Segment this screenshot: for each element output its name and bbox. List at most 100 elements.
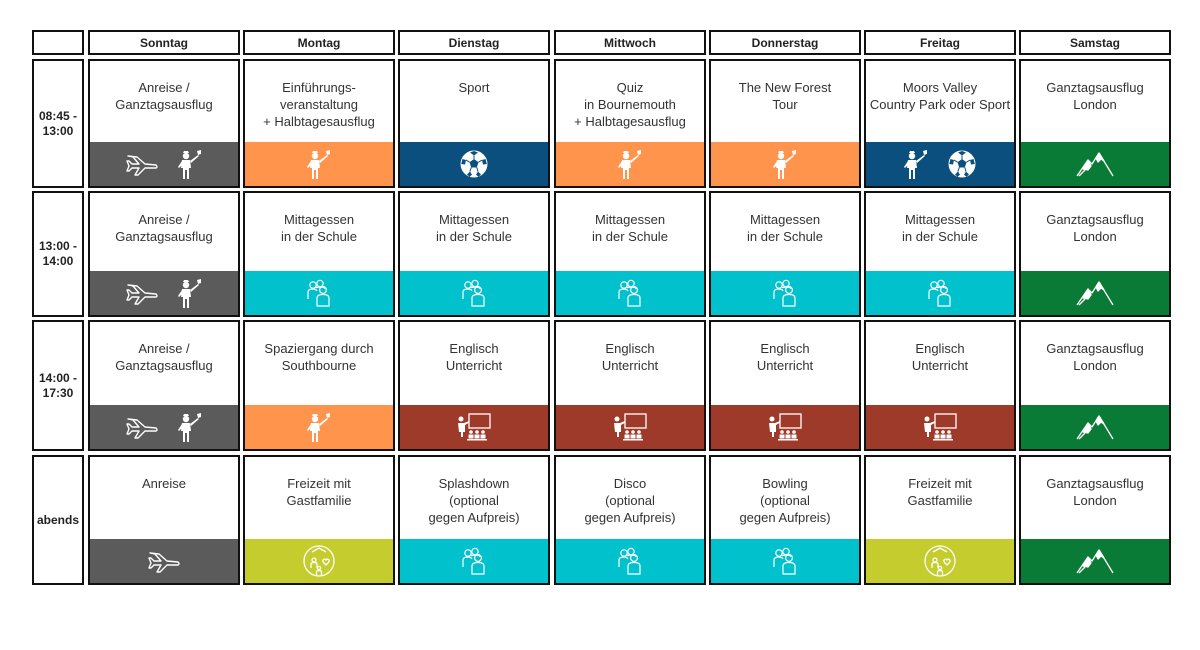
- group-icon: [304, 278, 334, 308]
- activity-cell: Anreise: [88, 455, 240, 585]
- activity-category-band: [711, 142, 859, 186]
- guide-icon: [177, 148, 203, 180]
- activity-text: Mittagessen in der Schule: [902, 212, 978, 244]
- day-header-1: Sonntag: [88, 30, 240, 55]
- activity-category-band: [711, 405, 859, 449]
- activity-text: Ganztagsausflug London: [1046, 341, 1144, 373]
- activity-cell: Mittagessen in der Schule: [864, 191, 1016, 317]
- activity-category-band: [90, 405, 238, 449]
- activity-category-band: [90, 271, 238, 315]
- activity-cell: Einführungs- veranstaltung + Halbtagesau…: [243, 59, 395, 188]
- activity-text: Splashdown (optional gegen Aufpreis): [428, 476, 520, 525]
- activity-text: Spaziergang durch Southbourne: [264, 341, 374, 373]
- football-icon: [947, 149, 977, 179]
- activity-cell: Englisch Unterricht: [398, 320, 550, 451]
- day-header-6: Freitag: [864, 30, 1016, 55]
- activity-cell: Englisch Unterricht: [864, 320, 1016, 451]
- activity-category-band: [400, 539, 548, 583]
- activity-category-band: [711, 271, 859, 315]
- activity-cell: Spaziergang durch Southbourne: [243, 320, 395, 451]
- time-slot-label: abends: [32, 455, 84, 585]
- activity-text: Moors Valley Country Park oder Sport: [869, 80, 1011, 112]
- guide-icon: [903, 148, 929, 180]
- activity-category-band: [866, 405, 1014, 449]
- airplane-icon: [125, 413, 159, 441]
- day-header-5: Donnerstag: [709, 30, 861, 55]
- activity-category-band: [866, 271, 1014, 315]
- time-slot-text: 13:00 - 14:00: [38, 239, 78, 268]
- activity-text: Anreise / Ganztagsausflug: [115, 80, 213, 112]
- activity-cell: Mittagessen in der Schule: [709, 191, 861, 317]
- activity-category-band: [400, 271, 548, 315]
- activity-category-band: [90, 539, 238, 583]
- activity-text: Quiz in Bournemouth + Halbtagesausflug: [574, 80, 686, 129]
- airplane-icon: [125, 279, 159, 307]
- day-header-7: Samstag: [1019, 30, 1171, 55]
- activity-cell: Englisch Unterricht: [709, 320, 861, 451]
- airplane-icon: [125, 150, 159, 178]
- mountain-icon: [1075, 412, 1115, 442]
- group-icon: [615, 278, 645, 308]
- classroom-icon: [767, 412, 803, 442]
- activity-cell: The New Forest Tour: [709, 59, 861, 188]
- activity-category-band: [400, 142, 548, 186]
- classroom-icon: [922, 412, 958, 442]
- activity-category-band: [1021, 271, 1169, 315]
- activity-cell: Freizeit mit Gastfamilie: [864, 455, 1016, 585]
- activity-cell: Ganztagsausflug London: [1019, 59, 1171, 188]
- guide-icon: [177, 411, 203, 443]
- activity-cell: Disco (optional gegen Aufpreis): [554, 455, 706, 585]
- activity-cell: Ganztagsausflug London: [1019, 320, 1171, 451]
- activity-cell: Sport: [398, 59, 550, 188]
- activity-category-band: [556, 142, 704, 186]
- activity-cell: Anreise / Ganztagsausflug: [88, 191, 240, 317]
- activity-cell: Ganztagsausflug London: [1019, 191, 1171, 317]
- activity-text: Englisch Unterricht: [756, 341, 814, 373]
- activity-cell: Anreise / Ganztagsausflug: [88, 59, 240, 188]
- activity-category-band: [866, 142, 1014, 186]
- activity-text: Englisch Unterricht: [911, 341, 969, 373]
- activity-text: Freizeit mit Gastfamilie: [286, 476, 352, 508]
- activity-text: Ganztagsausflug London: [1046, 80, 1144, 112]
- host-family-icon: [923, 544, 957, 578]
- time-slot-text: abends: [36, 512, 79, 527]
- activity-category-band: [245, 271, 393, 315]
- activity-cell: Mittagessen in der Schule: [243, 191, 395, 317]
- host-family-icon: [302, 544, 336, 578]
- activity-text: Mittagessen in der Schule: [436, 212, 512, 244]
- activity-category-band: [556, 539, 704, 583]
- group-icon: [770, 278, 800, 308]
- activity-cell: Splashdown (optional gegen Aufpreis): [398, 455, 550, 585]
- activity-category-band: [556, 271, 704, 315]
- activity-text: Bowling (optional gegen Aufpreis): [739, 476, 831, 525]
- group-icon: [770, 546, 800, 576]
- activity-text: Anreise / Ganztagsausflug: [115, 341, 213, 373]
- activity-cell: Anreise / Ganztagsausflug: [88, 320, 240, 451]
- football-icon: [459, 149, 489, 179]
- activity-text: Mittagessen in der Schule: [747, 212, 823, 244]
- mountain-icon: [1075, 546, 1115, 576]
- group-icon: [459, 546, 489, 576]
- activity-category-band: [711, 539, 859, 583]
- activity-cell: Bowling (optional gegen Aufpreis): [709, 455, 861, 585]
- guide-icon: [306, 411, 332, 443]
- group-icon: [925, 278, 955, 308]
- guide-icon: [617, 148, 643, 180]
- activity-text: Mittagessen in der Schule: [281, 212, 357, 244]
- guide-icon: [177, 277, 203, 309]
- activity-category-band: [90, 142, 238, 186]
- time-slot-text: 14:00 - 17:30: [38, 370, 78, 400]
- activity-category-band: [245, 405, 393, 449]
- activity-text: Englisch Unterricht: [445, 341, 503, 373]
- time-slot-text: 08:45 - 13:00: [38, 108, 78, 138]
- activity-text: Anreise / Ganztagsausflug: [115, 212, 213, 244]
- classroom-icon: [456, 412, 492, 442]
- activity-category-band: [1021, 539, 1169, 583]
- group-icon: [459, 278, 489, 308]
- activity-cell: Quiz in Bournemouth + Halbtagesausflug: [554, 59, 706, 188]
- activity-text: Englisch Unterricht: [601, 341, 659, 373]
- header-corner-cell: [32, 30, 84, 55]
- activity-text: Ganztagsausflug London: [1046, 212, 1144, 244]
- activity-category-band: [245, 539, 393, 583]
- activity-category-band: [1021, 142, 1169, 186]
